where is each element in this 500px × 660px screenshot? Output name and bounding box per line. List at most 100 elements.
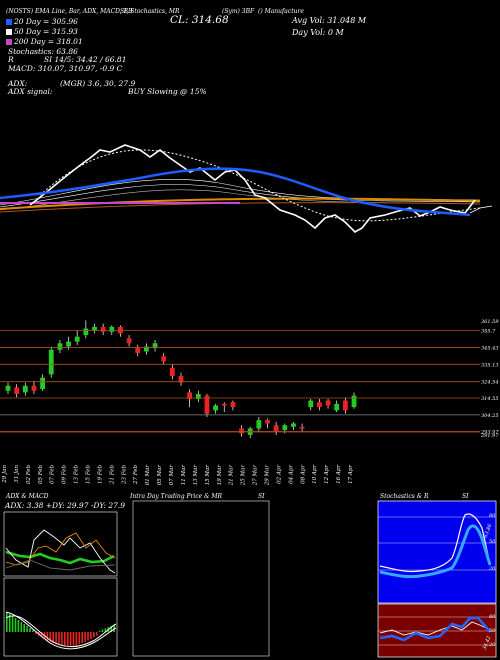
x-axis-label: 21 Mar — [229, 465, 235, 487]
macd-histogram — [6, 612, 115, 646]
candle — [31, 380, 37, 395]
header-line1: (NOSTS) EMA Line, Bar, ADX, MACD, BB — [6, 8, 133, 15]
price-level-label: 324.54 — [481, 380, 499, 386]
x-axis-label: 27 Mar — [253, 465, 259, 487]
x-axis-label: 05 Feb — [38, 465, 44, 485]
macd-bar — [66, 632, 69, 646]
price-level-label: 291.97 — [480, 433, 499, 439]
stochastics-text: Stochastics: 63.86 — [8, 47, 78, 56]
candle — [334, 400, 340, 413]
macd-bar — [14, 618, 17, 632]
candle — [299, 423, 305, 432]
candle-body — [273, 425, 279, 432]
orange-ma-line — [0, 197, 481, 210]
candle-body — [317, 402, 322, 408]
candle — [22, 382, 28, 396]
rsi-line — [379, 616, 492, 642]
candle — [273, 421, 279, 435]
macd-bar — [55, 632, 57, 645]
candle — [169, 364, 175, 380]
candle-body — [325, 400, 331, 406]
candle-body — [126, 338, 132, 344]
candle-body — [291, 423, 296, 427]
price-level-label: 304.25 — [481, 413, 499, 419]
macd-text: MACD: 310.07, 310.97, -0.9 C — [8, 64, 123, 73]
candle-body — [342, 400, 348, 411]
candle — [152, 339, 158, 352]
macd-bar — [49, 632, 52, 642]
candle-body — [5, 385, 11, 391]
x-axis-label: 05 Mar — [157, 465, 163, 486]
candle-body — [239, 428, 244, 434]
x-axis-label: 07 Mar — [169, 465, 175, 486]
price-level-layer: 361.59 355.7 345.43 335.13 324.54 314.55 304.2… — [0, 319, 499, 439]
macd-bar — [110, 626, 112, 632]
candle — [92, 323, 97, 334]
ema50-swatch — [6, 29, 12, 35]
macd-bar — [64, 632, 66, 646]
macd-bar — [35, 632, 37, 634]
stoch-panel-title: Stochastics & R — [380, 493, 429, 500]
rsi-label-50: 50 — [489, 628, 496, 634]
candle-body — [57, 343, 63, 350]
mr-panel-title: Intra Day Trading Price & MR — [130, 493, 223, 500]
ema200-text: 200 Day = 318.01 — [14, 37, 83, 46]
macd-bar — [113, 624, 115, 632]
macd-line — [5, 615, 117, 648]
macd-bar — [93, 632, 95, 638]
intraday-panel — [132, 500, 270, 657]
price-level-label: 335.13 — [481, 362, 499, 368]
ema200-swatch — [6, 39, 12, 45]
candle — [126, 335, 132, 347]
x-axis-label: 29 Mar — [264, 465, 270, 487]
candle-body — [265, 420, 270, 424]
macd-bar — [58, 632, 60, 645]
candle — [83, 320, 89, 339]
ema20-legend: 20 Day = 305.96 — [6, 17, 78, 26]
ema-area — [0, 144, 493, 233]
x-axis-label: 23 Feb — [121, 465, 127, 486]
candle-body — [169, 367, 175, 377]
candle — [256, 416, 262, 432]
candle-body — [83, 328, 89, 336]
macd-bar — [75, 632, 78, 645]
candle-body — [31, 385, 37, 391]
adx-grey-line — [5, 559, 116, 571]
candle — [48, 346, 54, 378]
adx-panel — [3, 511, 118, 577]
x-axis-label: 27 Feb — [133, 465, 139, 486]
stoch-d-line — [379, 524, 492, 579]
x-axis-label: 10 Apr — [312, 465, 318, 484]
x-axis-label: 29 Jan — [2, 465, 8, 484]
candle-body — [351, 395, 357, 408]
stoch-label-80: 80 — [489, 513, 496, 519]
macd-bar — [98, 630, 101, 632]
price-level-label: 293.97 — [480, 430, 499, 436]
macd-bar — [84, 632, 86, 642]
candle-body — [144, 346, 149, 352]
avg-volume: Avg Vol: 31.048 M — [292, 16, 367, 25]
candle-body — [256, 420, 262, 429]
candle-body — [282, 425, 288, 431]
macd-bar — [32, 630, 34, 632]
x-axis-label: 15 Mar — [205, 465, 211, 486]
rsi-label-20: 20 — [489, 642, 496, 648]
si-text: SI 14/5: 34.42 / 66.81 — [44, 55, 127, 64]
candle — [213, 403, 218, 414]
adx-panel-values: ADX: 3.38 +DY: 29.97 -DY: 27.9 — [5, 501, 126, 510]
stoch-k-line — [379, 513, 489, 573]
macd-bar — [46, 632, 49, 641]
header-line1b: SI, Stochastics, MR — [120, 8, 180, 15]
buy-signal: BUY Slowing @ 15% — [128, 87, 207, 96]
adx-green-line — [5, 550, 115, 565]
x-axis-label: 02 Apr — [276, 465, 282, 484]
x-axis-label: 02 Feb — [26, 465, 32, 485]
candle — [317, 398, 322, 411]
candle — [342, 397, 348, 414]
macd-bar — [52, 632, 54, 644]
candle — [308, 398, 314, 411]
close-label: CL: 314.68 — [170, 14, 229, 26]
macd-bar — [29, 628, 31, 632]
candle-body — [109, 326, 115, 332]
